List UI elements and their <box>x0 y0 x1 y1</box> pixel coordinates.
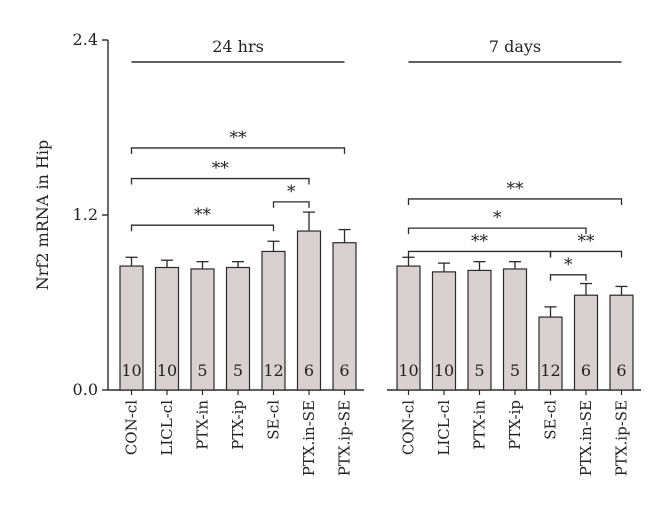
significance-bracket <box>407 198 623 205</box>
sample-size-label: 12 <box>540 361 560 380</box>
significance-label: ** <box>194 205 212 225</box>
sample-size-label: 5 <box>510 361 520 380</box>
category-label: PTX-in <box>471 400 489 450</box>
y-tick-label: 2.4 <box>73 30 98 49</box>
significance-label: * <box>564 255 573 275</box>
y-tick-label: 0.0 <box>73 380 98 399</box>
sample-size-label: 10 <box>398 361 418 380</box>
significance-bracket <box>130 147 346 154</box>
category-label: PTX-ip <box>506 400 524 450</box>
category-label: LICL-cl <box>158 400 176 456</box>
category-label: SE-cl <box>542 400 560 440</box>
group-title: 24 hrs <box>212 37 264 56</box>
category-label: PTX.in-SE <box>300 400 318 476</box>
significance-bracket <box>130 177 310 185</box>
significance-bracket <box>549 274 587 281</box>
category-label: PTX-ip <box>229 400 247 450</box>
category-label: CON-cl <box>400 400 418 455</box>
category-label: PTX.ip-SE <box>336 400 354 476</box>
sample-size-label: 5 <box>197 361 207 380</box>
category-label: CON-cl <box>123 400 141 455</box>
sample-size-label: 12 <box>263 361 283 380</box>
significance-bracket <box>130 224 275 232</box>
sample-size-label: 6 <box>581 361 591 380</box>
sample-size-label: 6 <box>339 361 349 380</box>
sample-size-label: 10 <box>121 361 141 380</box>
y-axis-label: Nrf2 mRNA in Hip <box>33 140 52 291</box>
significance-label: ** <box>471 231 489 251</box>
significance-label: ** <box>578 231 596 251</box>
significance-label: ** <box>212 159 230 179</box>
group-title: 7 days <box>489 37 541 56</box>
sample-size-label: 5 <box>474 361 484 380</box>
significance-label: ** <box>230 128 248 148</box>
significance-bracket <box>407 227 587 235</box>
sample-size-label: 6 <box>304 361 314 380</box>
significance-bracket <box>549 250 623 258</box>
sample-size-label: 10 <box>157 361 177 380</box>
significance-bracket <box>407 250 552 258</box>
y-tick-label: 1.2 <box>73 205 98 224</box>
category-label: LICL-cl <box>435 400 453 456</box>
category-label: PTX.in-SE <box>577 400 595 476</box>
sample-size-label: 10 <box>434 361 454 380</box>
category-label: PTX-in <box>194 400 212 450</box>
significance-label: * <box>287 182 296 202</box>
sample-size-label: 5 <box>233 361 243 380</box>
category-label: PTX.ip-SE <box>613 400 631 476</box>
sample-size-label: 6 <box>616 361 626 380</box>
significance-label: * <box>493 208 502 228</box>
significance-label: ** <box>507 179 525 199</box>
significance-bracket <box>272 201 310 208</box>
category-label: SE-cl <box>265 400 283 440</box>
